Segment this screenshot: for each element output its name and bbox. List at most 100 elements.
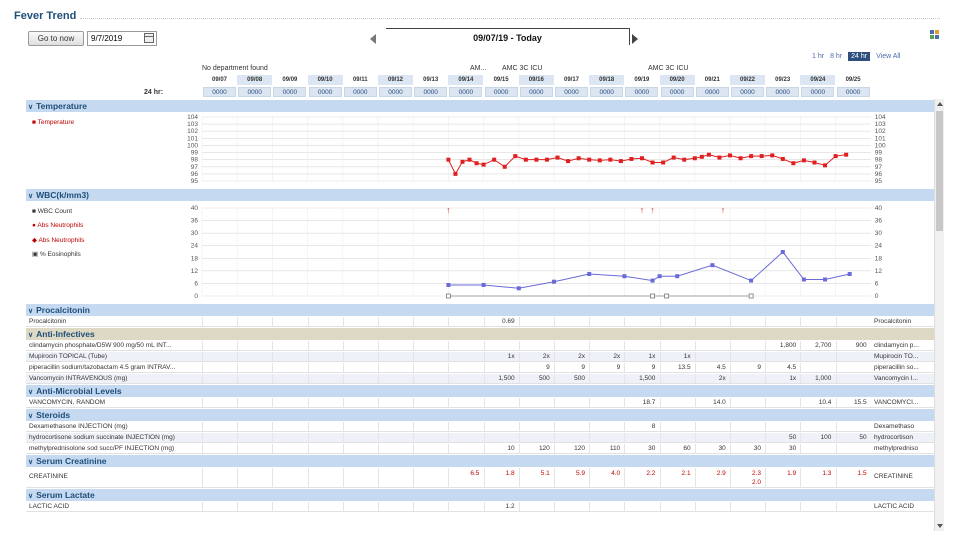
time-header[interactable]: 0000 [801, 87, 835, 97]
data-point[interactable] [555, 155, 560, 160]
cell-value[interactable]: 1x [683, 353, 691, 360]
cell-value[interactable]: 1.8 [505, 470, 515, 477]
data-point[interactable] [552, 279, 556, 284]
cell-value[interactable]: 1x [507, 353, 515, 360]
data-point[interactable] [467, 157, 472, 162]
cell-value[interactable]: 1.9 [787, 470, 797, 477]
cell-value[interactable]: 2.3 [751, 470, 761, 477]
cell-value[interactable]: 6.5 [470, 470, 480, 477]
data-point[interactable] [791, 161, 796, 166]
cell-value[interactable]: 1,000 [815, 375, 832, 382]
data-point[interactable] [534, 157, 539, 162]
data-point[interactable] [608, 157, 613, 162]
layout-grid-icon[interactable] [930, 30, 940, 40]
data-point[interactable] [759, 154, 764, 159]
cell-value[interactable]: 110 [609, 445, 621, 452]
cell-value[interactable]: 15.5 [853, 399, 867, 406]
time-header[interactable]: 0000 [660, 87, 694, 97]
data-point[interactable] [749, 278, 754, 283]
cell-value[interactable]: 30 [753, 445, 761, 452]
cell-value[interactable]: 2x [613, 353, 621, 360]
time-link-24hr[interactable]: 24 hr [848, 52, 871, 61]
data-point[interactable] [650, 160, 655, 165]
previous-range-icon[interactable] [370, 34, 376, 44]
data-point[interactable] [513, 154, 518, 159]
cell-value[interactable]: 1,500 [498, 375, 515, 382]
data-point[interactable] [748, 293, 754, 299]
data-point[interactable] [812, 160, 817, 165]
time-header[interactable]: 0000 [731, 87, 764, 97]
time-header[interactable]: 0000 [484, 87, 518, 97]
data-point[interactable] [481, 283, 486, 287]
cell-value[interactable]: 4.5 [787, 364, 797, 371]
data-point[interactable] [597, 158, 602, 163]
cell-value[interactable]: 2x [542, 353, 550, 360]
scroll-thumb[interactable] [936, 111, 943, 231]
cell-value[interactable]: 9 [616, 364, 621, 371]
cell-value[interactable]: 120 [538, 445, 550, 452]
cell-value[interactable]: 1.2 [505, 503, 515, 510]
cell-value[interactable]: 1.3 [822, 470, 832, 477]
time-header[interactable]: 0000 [273, 87, 307, 97]
cell-value[interactable]: 9 [546, 364, 550, 371]
section-serum-lactate[interactable]: ∨ Serum Lactate [26, 489, 934, 501]
data-point[interactable] [657, 274, 662, 279]
data-point[interactable] [474, 161, 479, 166]
data-point[interactable] [780, 250, 785, 254]
cell-value[interactable]: 13.5 [677, 364, 691, 371]
cell-value[interactable]: 900 [855, 342, 867, 349]
data-point[interactable] [728, 153, 732, 158]
cell-value[interactable]: 1x [648, 353, 656, 360]
cell-value[interactable]: 120 [574, 445, 585, 452]
cell-value[interactable]: 30 [648, 445, 656, 452]
time-link-view-all[interactable]: View All [876, 53, 901, 60]
data-point[interactable] [692, 156, 697, 161]
data-point[interactable] [699, 154, 704, 159]
cell-value[interactable]: 100 [820, 434, 832, 441]
data-point[interactable] [844, 152, 849, 157]
data-point[interactable] [770, 153, 775, 158]
data-point[interactable] [544, 157, 549, 162]
data-point[interactable] [445, 293, 451, 299]
next-range-icon[interactable] [632, 34, 638, 44]
out-of-range-arrow-icon[interactable]: ↑ [640, 205, 645, 215]
data-point[interactable] [523, 157, 528, 162]
section-procalcitonin[interactable]: ∨ Procalcitonin [26, 304, 934, 316]
section-wbc[interactable]: ∨ WBC(k/mm3) [26, 189, 934, 201]
cell-value[interactable]: 14.0 [713, 399, 726, 406]
data-point[interactable] [780, 156, 785, 161]
cell-value[interactable]: 2.2 [646, 470, 656, 477]
time-header[interactable]: 0000 [766, 87, 800, 97]
out-of-range-arrow-icon[interactable]: ↑ [650, 205, 655, 215]
cell-value[interactable]: 1,800 [779, 342, 797, 349]
cell-value[interactable]: 500 [574, 375, 585, 382]
data-point[interactable] [618, 159, 623, 164]
cell-value[interactable]: 500 [538, 375, 550, 382]
scroll-up-icon[interactable] [937, 102, 943, 106]
time-header[interactable]: 0000 [203, 87, 236, 97]
data-point[interactable] [706, 152, 711, 157]
section-anti-infectives[interactable]: ∨ Anti-Infectives [26, 328, 934, 340]
cell-value[interactable]: 1x [789, 375, 797, 382]
cell-value[interactable]: 50 [859, 434, 867, 441]
cell-value[interactable]: 5.9 [575, 470, 585, 477]
data-point[interactable] [847, 272, 852, 276]
time-header[interactable]: 0000 [379, 87, 412, 97]
time-header[interactable]: 0000 [519, 87, 553, 97]
cell-value[interactable]: 2.9 [716, 470, 726, 477]
data-point[interactable] [622, 274, 627, 279]
cell-value[interactable]: 2x [578, 353, 585, 360]
data-point[interactable] [640, 156, 644, 161]
data-point[interactable] [446, 157, 451, 162]
data-point[interactable] [801, 158, 806, 163]
time-header[interactable]: 0000 [343, 87, 377, 97]
data-point[interactable] [587, 272, 592, 276]
vertical-scrollbar[interactable] [934, 99, 944, 531]
cell-value[interactable]: 50 [788, 434, 797, 441]
time-header[interactable]: 0000 [308, 87, 342, 97]
cell-value[interactable]: 2x [718, 375, 726, 382]
section-temperature[interactable]: ∨ Temperature [26, 100, 934, 112]
data-point[interactable] [502, 164, 507, 169]
data-point[interactable] [587, 157, 592, 162]
section-anti-microbial[interactable]: ∨ Anti-Microbial Levels [26, 385, 934, 397]
